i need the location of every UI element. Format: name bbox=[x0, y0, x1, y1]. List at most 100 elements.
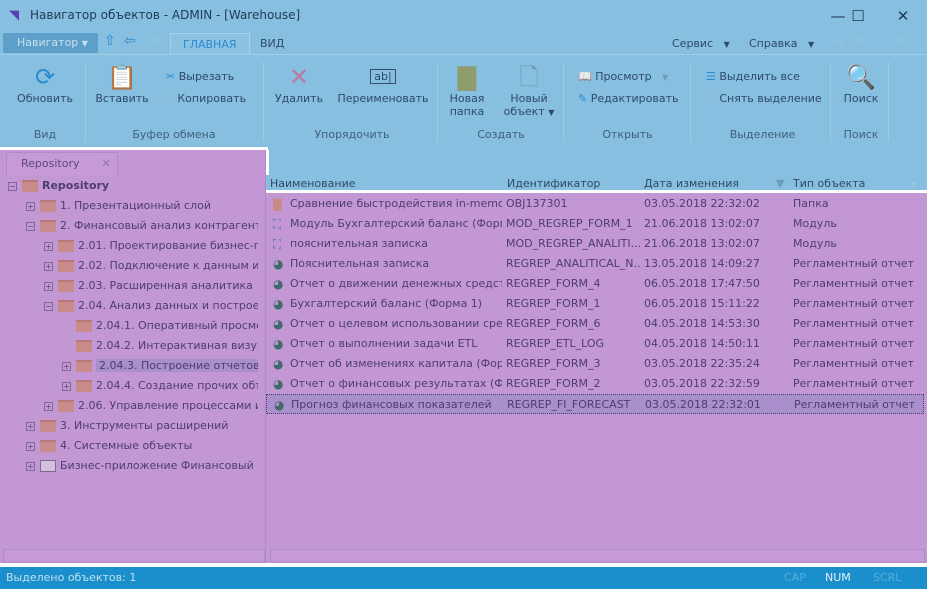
mdi-close-icon[interactable]: ✕ bbox=[895, 34, 905, 47]
new-object-button[interactable]: 🗋 Новый объект ▼ bbox=[500, 62, 558, 118]
group-label: Выделение bbox=[729, 128, 796, 141]
tree-item-label: 2. Финансовый анализ контрагентов bbox=[60, 219, 258, 232]
tree-item[interactable]: +2.02. Подключение к данным и их преобра… bbox=[44, 256, 258, 276]
tab-repository[interactable]: Repository ✕ bbox=[6, 152, 118, 176]
rename-button[interactable]: ab| Переименовать bbox=[336, 62, 430, 105]
edit-button[interactable]: ✎ Редактировать bbox=[578, 92, 679, 105]
tree-item-label: Repository bbox=[42, 179, 110, 192]
up-arrow-icon[interactable]: ⇧ bbox=[104, 33, 116, 49]
column-id[interactable]: Идентификатор bbox=[507, 177, 601, 190]
cell-id: OBJ137301 bbox=[506, 197, 568, 210]
select-all-label: Выделить все bbox=[719, 70, 800, 83]
menu-service-label: Сервис bbox=[672, 37, 714, 50]
tree-item[interactable]: + Бизнес-приложение Финансовый анализ bbox=[26, 456, 258, 476]
tree-item[interactable]: +2.04.3. Построение отчетов для анализа bbox=[62, 356, 258, 376]
tree-item[interactable]: +3. Инструменты расширений bbox=[26, 416, 258, 436]
expand-icon[interactable]: + bbox=[26, 441, 35, 451]
maximize-button[interactable]: ☐ bbox=[851, 7, 865, 25]
delete-button[interactable]: ✕ Удалить bbox=[272, 62, 326, 105]
tree-item[interactable]: 2.04.1. Оперативный просмотр и анализ bbox=[62, 316, 258, 336]
close-button[interactable]: ✕ bbox=[896, 7, 910, 25]
tree-item[interactable]: − Repository bbox=[8, 176, 258, 196]
tree-item[interactable]: − 2.04. Анализ данных и построение отчето… bbox=[44, 296, 258, 316]
column-date[interactable]: Дата изменения bbox=[644, 177, 739, 190]
new-folder-button[interactable]: ▇ Новая папка bbox=[444, 62, 490, 118]
expand-icon[interactable]: + bbox=[26, 201, 35, 211]
list-horizontal-scrollbar[interactable] bbox=[270, 549, 925, 563]
expand-icon[interactable]: + bbox=[44, 261, 53, 271]
table-row[interactable]: ◕ Отчет о выполнении задачи ETL REGREP_ETL… bbox=[266, 334, 924, 354]
tree-item[interactable]: +2.04.4. Создание прочих объектов bbox=[62, 376, 258, 396]
forward-arrow-icon[interactable]: ⇨ bbox=[147, 33, 159, 49]
tree-item[interactable]: +2.01. Проектирование бизнес-приложений bbox=[44, 236, 258, 256]
expand-icon[interactable]: + bbox=[62, 361, 71, 371]
folder-icon bbox=[58, 260, 74, 272]
table-row[interactable]: ◕ Отчет об изменениях капитала (Форм... RE… bbox=[266, 354, 924, 374]
cell-id: MOD_REGREP_FORM_1 bbox=[506, 217, 633, 230]
refresh-button[interactable]: ⟳ Обновить bbox=[14, 62, 76, 105]
cell-id: MOD_REGREP_ANALITI... bbox=[506, 237, 640, 250]
cell-type: Модуль bbox=[793, 217, 837, 230]
tree-item[interactable]: +1. Презентационный слой bbox=[26, 196, 258, 216]
paste-button[interactable]: 📋 Вставить bbox=[94, 62, 150, 105]
window-title: Навигатор объектов - ADMIN - [Warehouse] bbox=[30, 8, 301, 22]
table-row[interactable]: ◕ Пояснительная записка REGREP_ANALITICAL_… bbox=[266, 254, 924, 274]
column-type[interactable]: Тип объекта bbox=[793, 177, 866, 190]
folder-icon bbox=[40, 220, 56, 232]
report-icon: ◕ bbox=[273, 317, 284, 331]
cell-type: Модуль bbox=[793, 237, 837, 250]
tree-horizontal-scrollbar[interactable] bbox=[3, 549, 265, 563]
new-document-icon: 🗋 bbox=[519, 63, 539, 91]
cell-date: 21.06.2018 13:02:07 bbox=[644, 217, 760, 230]
tree-item-label: 2.04.3. Построение отчетов для анализа bbox=[96, 359, 258, 372]
table-row[interactable]: ◕ Бухгалтерский баланс (Форма 1) REGREP_FO… bbox=[266, 294, 924, 314]
cell-date: 03.05.2018 22:32:59 bbox=[644, 377, 760, 390]
column-dropdown-icon[interactable]: ▼ bbox=[911, 180, 918, 189]
cell-id: REGREP_FORM_4 bbox=[506, 277, 601, 290]
navigator-dropdown[interactable]: Навигатор ▼ bbox=[3, 33, 98, 53]
menu-help[interactable]: Справка ▼ bbox=[749, 37, 815, 50]
cell-date: 13.05.2018 14:09:27 bbox=[644, 257, 760, 270]
collapse-icon[interactable]: − bbox=[8, 181, 17, 191]
tree-item[interactable]: +2.06. Управление процессами и задачами bbox=[44, 396, 258, 416]
table-row[interactable]: ◕ Отчет о движении денежных средств ... RE… bbox=[266, 274, 924, 294]
table-row[interactable]: ◕ Прогноз финансовых показателей REGREP_FI… bbox=[266, 394, 924, 414]
expand-icon[interactable]: + bbox=[26, 421, 35, 431]
back-arrow-icon[interactable]: ⇦ bbox=[124, 33, 136, 49]
view-button[interactable]: 📖 Просмотр ▼ bbox=[578, 70, 669, 83]
report-icon: ◕ bbox=[273, 277, 284, 291]
expand-icon[interactable]: + bbox=[44, 241, 53, 251]
table-row[interactable]: ▇ Сравнение быстродействия in-memory OBJ13… bbox=[266, 194, 924, 214]
table-row[interactable]: ◕ Отчет о целевом использовании средс... R… bbox=[266, 314, 924, 334]
tree-item[interactable]: − 2. Финансовый анализ контрагентов bbox=[26, 216, 258, 236]
expand-icon[interactable]: + bbox=[44, 401, 53, 411]
mdi-restore-icon[interactable]: ⧉ bbox=[855, 34, 863, 47]
collapse-icon[interactable]: − bbox=[26, 221, 35, 231]
table-row[interactable]: ⛶ Модуль Бухгалтерский баланс (Форма 1) MO… bbox=[266, 214, 924, 234]
expand-icon[interactable]: + bbox=[26, 461, 35, 471]
copy-button[interactable]: ⧉ Копировать bbox=[166, 92, 246, 106]
minimize-button[interactable]: — bbox=[830, 7, 846, 25]
column-name[interactable]: Наименование bbox=[270, 177, 356, 190]
expand-icon[interactable]: + bbox=[44, 281, 53, 291]
deselect-button[interactable]: ☰ Снять выделение bbox=[706, 92, 822, 105]
cell-type: Регламентный отчет bbox=[793, 377, 914, 390]
tree-item[interactable]: +2.03. Расширенная аналитика bbox=[44, 276, 258, 296]
tree-item[interactable]: +4. Системные объекты bbox=[26, 436, 258, 456]
tab-main[interactable]: ГЛАВНАЯ bbox=[170, 33, 250, 54]
divider bbox=[266, 563, 927, 567]
select-all-button[interactable]: ☰ Выделить все bbox=[706, 70, 800, 83]
tab-view[interactable]: ВИД bbox=[260, 37, 285, 50]
filter-icon[interactable]: ▼ bbox=[776, 177, 785, 190]
cut-button[interactable]: ✂ Вырезать bbox=[166, 70, 234, 83]
cell-type: Регламентный отчет bbox=[793, 257, 914, 270]
table-row[interactable]: ◕ Отчет о финансовых результатах (Фо... RE… bbox=[266, 374, 924, 394]
close-tab-icon[interactable]: ✕ bbox=[101, 157, 111, 170]
collapse-icon[interactable]: − bbox=[44, 301, 53, 311]
menu-service[interactable]: Сервис ▼ bbox=[672, 37, 730, 50]
expand-icon[interactable]: + bbox=[62, 381, 71, 391]
tree-item[interactable]: 2.04.2. Интерактивная визуализация bbox=[62, 336, 258, 356]
table-row[interactable]: ⛶ пояснительная записка MOD_REGREP_ANALITI… bbox=[266, 234, 924, 254]
mdi-minimize-icon[interactable]: ▭ bbox=[833, 35, 844, 48]
search-button[interactable]: 🔍 Поиск bbox=[838, 62, 884, 105]
